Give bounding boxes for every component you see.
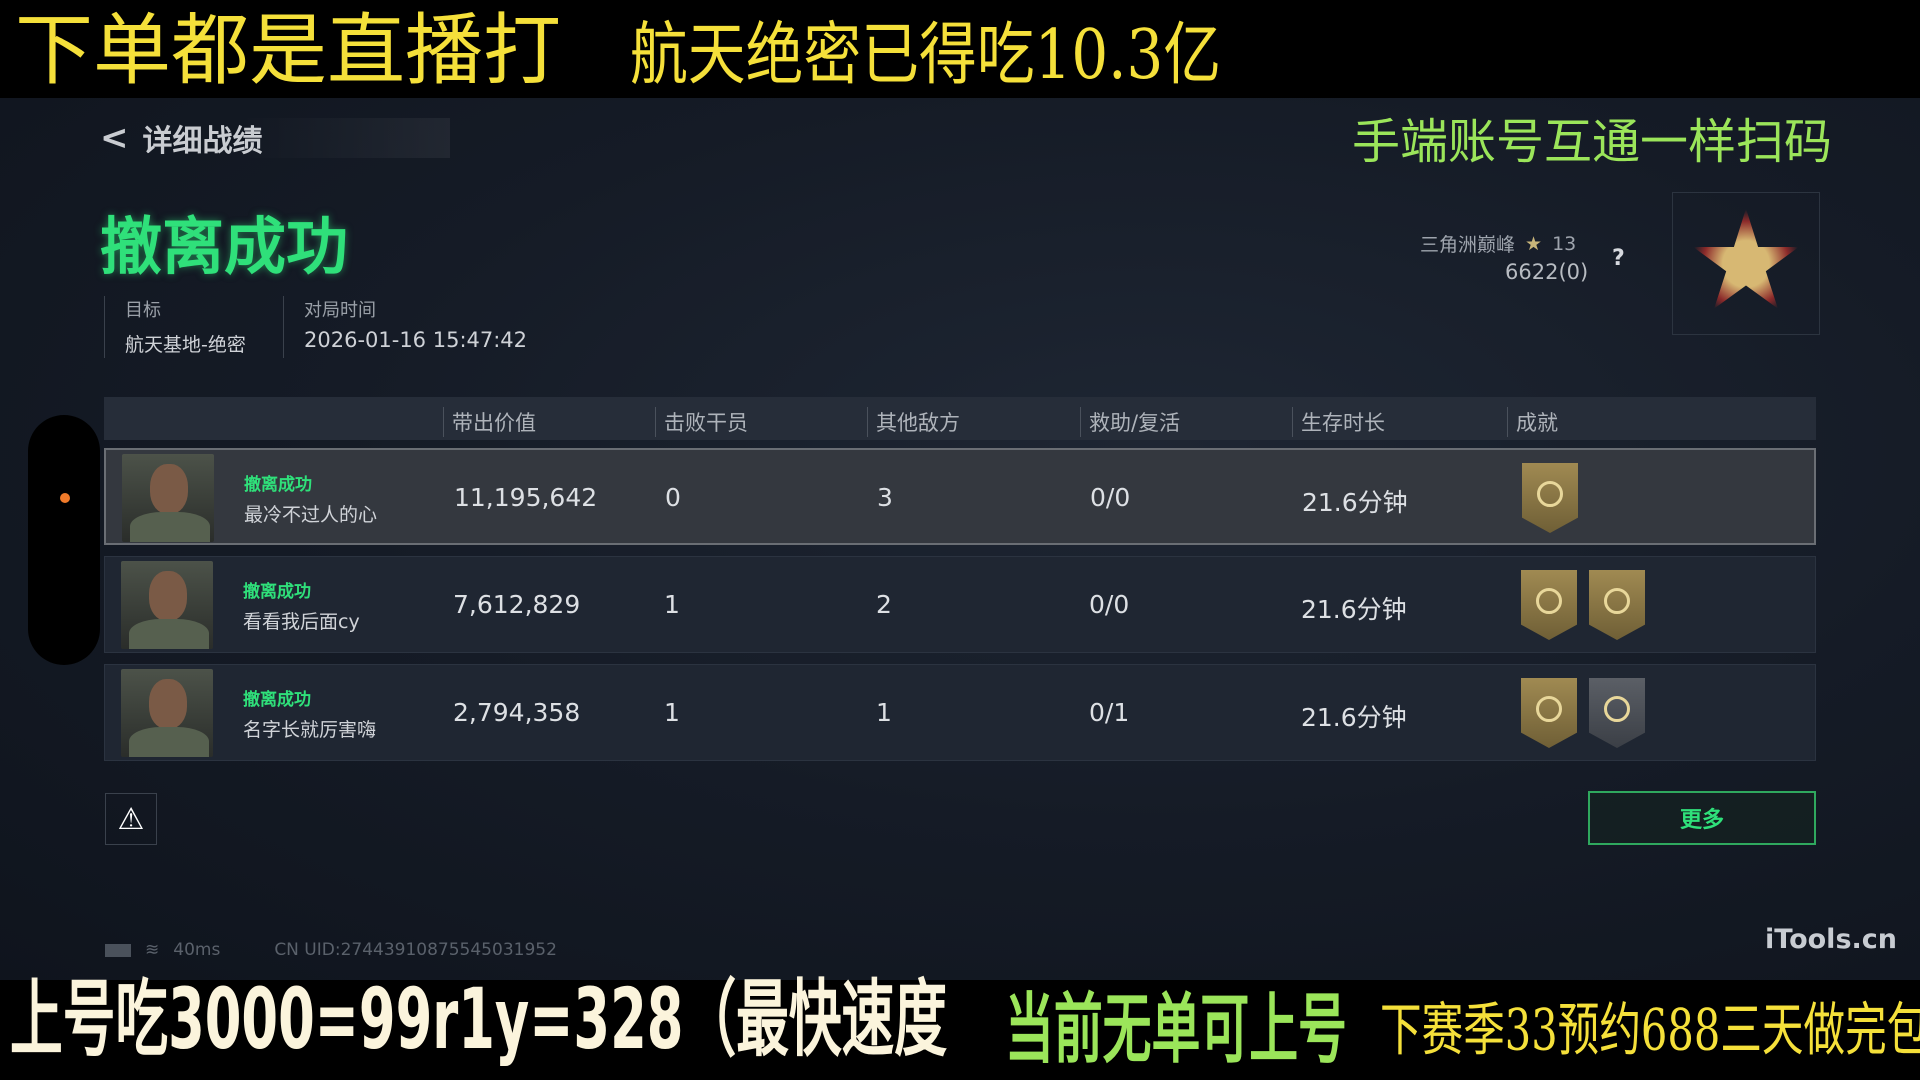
back-button[interactable]: < 详细战绩	[100, 118, 450, 159]
info-time: 对局时间 2026-01-16 15:47:42	[283, 296, 527, 358]
col-others: 其他敌方	[867, 407, 960, 437]
time-label: 对局时间	[304, 300, 376, 321]
rank-stars: 13	[1552, 232, 1577, 255]
row-kills: 1	[664, 698, 680, 727]
row-status: 撤离成功	[243, 690, 311, 710]
row-others: 3	[877, 483, 893, 512]
avatar	[122, 454, 214, 542]
rank-info: 三角洲巅峰 ★ 13	[1420, 230, 1576, 257]
rank-score: 6622(0)	[1505, 260, 1589, 284]
row-assist: 0/1	[1089, 698, 1130, 727]
rank-medal	[1672, 192, 1820, 335]
avatar	[121, 561, 213, 649]
warning-icon: ⚠	[117, 801, 145, 837]
target-label: 目标	[125, 300, 161, 321]
table-header	[104, 397, 1816, 440]
row-assist: 0/0	[1090, 483, 1131, 512]
table-row[interactable]: 撤离成功 名字长就厉害嗨 2,794,358 1 1 0/1 21.6分钟	[104, 664, 1816, 761]
row-value: 7,612,829	[453, 590, 581, 619]
row-time: 21.6分钟	[1301, 703, 1407, 732]
table-row[interactable]: 撤离成功 最冷不过人的心 11,195,642 0 3 0/0 21.6分钟	[104, 448, 1816, 545]
row-player-name: 最冷不过人的心	[244, 504, 378, 526]
row-value: 11,195,642	[454, 483, 598, 512]
time-value: 2026-01-16 15:47:42	[304, 328, 528, 352]
overlay-bottom-right: 下赛季33预约688三天做完包战损	[1380, 997, 1920, 1064]
target-value: 航天基地-绝密	[125, 334, 246, 356]
achievement-badge-icon[interactable]	[1521, 678, 1577, 748]
report-button[interactable]: ⚠	[105, 793, 157, 845]
more-label: 更多	[1679, 808, 1724, 833]
overlay-right-note: 手端账号互通一样扫码	[1352, 114, 1833, 170]
overlay-left-note: 下单都是直播打	[15, 6, 562, 96]
ping: 40ms	[173, 940, 221, 960]
row-others: 1	[876, 698, 892, 727]
row-time: 21.6分钟	[1302, 488, 1408, 517]
rank-name: 三角洲巅峰	[1420, 234, 1516, 256]
avatar	[121, 669, 213, 757]
side-panel[interactable]	[28, 415, 100, 665]
overlay-bottom-mid: 当前无单可上号	[1005, 985, 1347, 1074]
info-target: 目标 航天基地-绝密	[104, 296, 246, 358]
row-status: 撤离成功	[244, 475, 312, 495]
row-kills: 1	[664, 590, 680, 619]
row-player-name: 看看我后面cy	[243, 611, 360, 633]
table-row[interactable]: 撤离成功 看看我后面cy 7,612,829 1 2 0/0 21.6分钟	[104, 556, 1816, 653]
row-value: 2,794,358	[453, 698, 581, 727]
overlay-top-title: 航天绝密已得吃10.3亿	[630, 16, 1222, 95]
more-button[interactable]: 更多	[1588, 791, 1816, 845]
help-icon[interactable]: ?	[1612, 246, 1625, 271]
col-achievements: 成就	[1507, 407, 1558, 437]
page-title: 详细战绩	[142, 124, 263, 159]
notification-dot	[60, 493, 70, 503]
achievement-badge-icon[interactable]	[1522, 463, 1578, 533]
battery-icon	[105, 943, 131, 957]
row-status: 撤离成功	[243, 582, 311, 602]
uid: CN UID:27443910875545031952	[274, 940, 557, 960]
col-kills: 击败干员	[655, 407, 748, 437]
row-player-name: 名字长就厉害嗨	[243, 719, 377, 741]
col-assist: 救助/复活	[1080, 407, 1180, 437]
achievement-badge-icon[interactable]	[1589, 570, 1645, 640]
watermark: iTools.cn	[1765, 924, 1897, 955]
row-time: 21.6分钟	[1301, 595, 1407, 624]
col-time: 生存时长	[1292, 407, 1385, 437]
medal-emblem-icon	[1693, 208, 1799, 309]
result-title: 撤离成功	[100, 210, 349, 283]
row-assist: 0/0	[1089, 590, 1130, 619]
achievement-badge-icon[interactable]	[1589, 678, 1645, 748]
achievement-badge-icon[interactable]	[1521, 570, 1577, 640]
col-value: 带出价值	[443, 407, 536, 437]
row-kills: 0	[665, 483, 681, 512]
wifi-icon: ≋	[145, 940, 160, 960]
status-bar: ≋ 40ms CN UID:27443910875545031952	[105, 940, 557, 960]
row-others: 2	[876, 590, 892, 619]
star-icon: ★	[1525, 232, 1543, 255]
back-chevron-icon: <	[100, 118, 129, 158]
overlay-bottom-left: 上号吃3000=99r1y=328（最快速度	[10, 969, 947, 1069]
